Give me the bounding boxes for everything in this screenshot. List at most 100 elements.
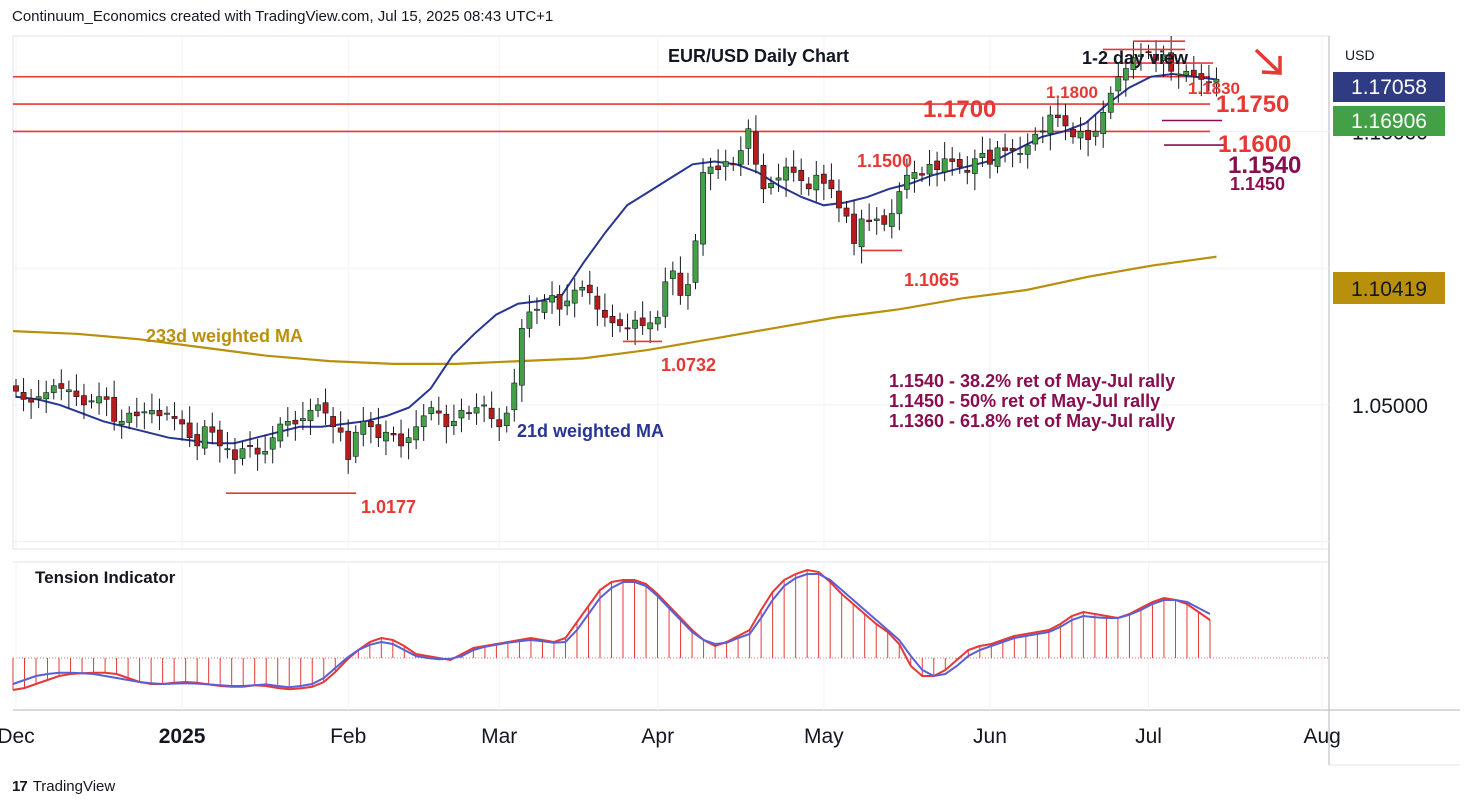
candle-body — [617, 319, 623, 326]
candle-body — [730, 163, 737, 166]
candle-body — [133, 411, 140, 417]
price-badge-gold: 1.10419 — [1333, 272, 1445, 304]
candle-body — [564, 300, 571, 307]
x-tick-label: Apr — [641, 725, 674, 748]
time-axis[interactable]: Dec 2025 Feb Mar Apr May Jun Jul Aug — [0, 725, 1341, 748]
candle-body — [647, 322, 654, 330]
candle-body — [43, 392, 50, 400]
candle-body — [35, 396, 42, 400]
price-badge-blue-text: 1.17058 — [1351, 76, 1427, 99]
candle-body — [798, 169, 805, 181]
candle-body — [58, 383, 65, 389]
x-tick-label: Jun — [973, 725, 1007, 748]
candle-body — [1213, 78, 1220, 83]
level-label-1830: 1.1830 — [1188, 79, 1240, 98]
candle-body — [881, 215, 888, 225]
candle-body — [103, 396, 110, 400]
candle-body — [964, 169, 971, 173]
tradingview-logo-icon: 17 — [12, 778, 28, 795]
candle-body — [292, 419, 299, 425]
candle-body — [888, 213, 895, 227]
x-tick-label: Aug — [1303, 725, 1340, 748]
candle-body — [654, 317, 661, 325]
level-label-1065: 1.1065 — [904, 270, 959, 290]
price-pane[interactable] — [12, 35, 1330, 550]
price-axis[interactable]: 1.050001.15000 — [1352, 121, 1428, 417]
candle-body — [677, 272, 684, 296]
candle-body — [96, 396, 102, 404]
candle-body — [1153, 54, 1159, 61]
candle-body — [435, 410, 442, 414]
price-badge-gold-text: 1.10419 — [1351, 278, 1427, 301]
candle-body — [662, 281, 669, 317]
tension-indicator-series — [12, 568, 1211, 691]
level-label-1700: 1.1700 — [923, 96, 996, 123]
candle-body — [1183, 70, 1190, 76]
candle-body — [534, 308, 540, 311]
candle-body — [88, 400, 95, 403]
candle-body — [1160, 54, 1167, 61]
candle-body — [367, 420, 374, 428]
candle-body — [632, 319, 638, 329]
candle-body — [790, 166, 797, 173]
currency-label: USD — [1345, 47, 1375, 63]
candle-body — [934, 160, 940, 171]
horizontal-levels — [13, 75, 1210, 133]
tradingview-brand: TradingView — [32, 778, 116, 795]
candle-body — [216, 429, 223, 447]
level-label-0732: 1.0732 — [661, 355, 716, 375]
candle-body — [594, 295, 601, 310]
candle-body — [987, 149, 993, 165]
candle-body — [1085, 130, 1091, 140]
candle-body — [186, 422, 193, 439]
candle-body — [586, 284, 593, 294]
candle-body — [73, 390, 80, 397]
candle-body — [1055, 114, 1061, 119]
x-tick-label: Feb — [330, 725, 366, 748]
candle-body — [707, 166, 714, 174]
candle-body — [813, 174, 820, 191]
candle-body — [1017, 153, 1024, 155]
candle-body — [111, 396, 118, 422]
candle-body — [337, 427, 344, 433]
candle-body — [284, 420, 291, 426]
candle-body — [171, 416, 178, 419]
tradingview-footer[interactable]: 17 TradingView — [12, 778, 115, 795]
ma233-series — [12, 255, 1217, 365]
candle-body — [315, 404, 321, 411]
indicator-title: Tension Indicator — [35, 568, 176, 587]
level-segments — [226, 40, 1224, 495]
candle-body — [1206, 81, 1212, 84]
candle-body — [13, 385, 19, 392]
price-badge-green: 1.16906 — [1333, 106, 1445, 136]
x-tick-label: May — [804, 725, 844, 748]
indicator-signal-line — [12, 573, 1211, 689]
ma21-series — [15, 72, 1217, 445]
candle-body — [1100, 111, 1107, 134]
x-tick-label: Dec — [0, 725, 35, 748]
ma21-line — [15, 72, 1217, 445]
candle-body — [851, 213, 857, 244]
candle-body — [843, 207, 850, 217]
candle-body — [1168, 52, 1175, 72]
candle-body — [50, 385, 57, 393]
candle-body — [1122, 68, 1129, 81]
candle-body — [836, 190, 842, 209]
candle-body — [956, 159, 963, 168]
candle-body — [352, 431, 359, 457]
candle-body — [715, 165, 722, 171]
candle-body — [858, 218, 865, 248]
candle-body — [141, 411, 148, 414]
candle-body — [443, 413, 450, 428]
candle-body — [1107, 92, 1114, 113]
candle-body — [601, 309, 608, 318]
candle-body — [1009, 148, 1016, 151]
candle-body — [919, 173, 925, 176]
price-badge-green-text: 1.16906 — [1351, 110, 1427, 133]
candle-body — [685, 284, 691, 296]
candle-body — [873, 218, 880, 221]
candle-body — [971, 158, 978, 174]
candle-body — [390, 433, 397, 436]
candle-body — [1002, 147, 1008, 151]
